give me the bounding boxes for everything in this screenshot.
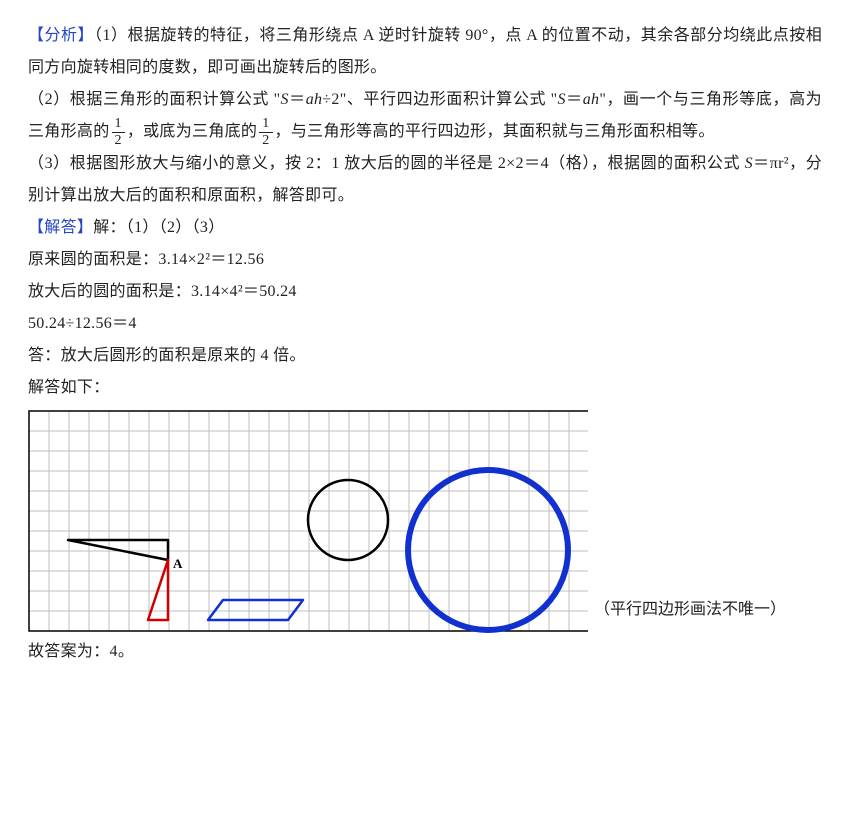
fraction-half-2: 12	[259, 117, 272, 148]
solution-line5: 答：放大后圆形的面积是原来的 4 倍。	[28, 340, 822, 372]
analysis-p2: （2）根据三角形的面积计算公式 "S＝ah÷2"、平行四边形面积计算公式 "S＝…	[28, 84, 822, 148]
svg-text:A: A	[173, 556, 183, 571]
final-line: 故答案为：4。	[28, 636, 822, 668]
fraction-half-1: 12	[112, 117, 125, 148]
analysis-p1: 【分析】（1）根据旋转的特征，将三角形绕点 A 逆时针旋转 90°，点 A 的位…	[28, 20, 822, 84]
solution-line6: 解答如下：	[28, 372, 822, 404]
grid-figure: A	[28, 410, 588, 636]
figure-caption: （平行四边形画法不唯一）	[594, 594, 786, 636]
solution-line1: 【解答】解：（1）（2）（3）	[28, 212, 822, 244]
analysis-p3: （3）根据图形放大与缩小的意义，按 2：1 放大后的圆的半径是 2×2＝4（格）…	[28, 148, 822, 212]
analysis-p1-text: （1）根据旋转的特征，将三角形绕点 A 逆时针旋转 90°，点 A 的位置不动，…	[28, 27, 822, 76]
analysis-label: 【分析】	[28, 27, 94, 44]
figure-row: A （平行四边形画法不唯一）	[28, 410, 822, 636]
solution-line2: 原来圆的面积是：3.14×2²＝12.56	[28, 244, 822, 276]
solution-line3: 放大后的圆的面积是：3.14×4²＝50.24	[28, 276, 822, 308]
solution-line4: 50.24÷12.56＝4	[28, 308, 822, 340]
solution-label: 【解答】	[28, 219, 93, 236]
